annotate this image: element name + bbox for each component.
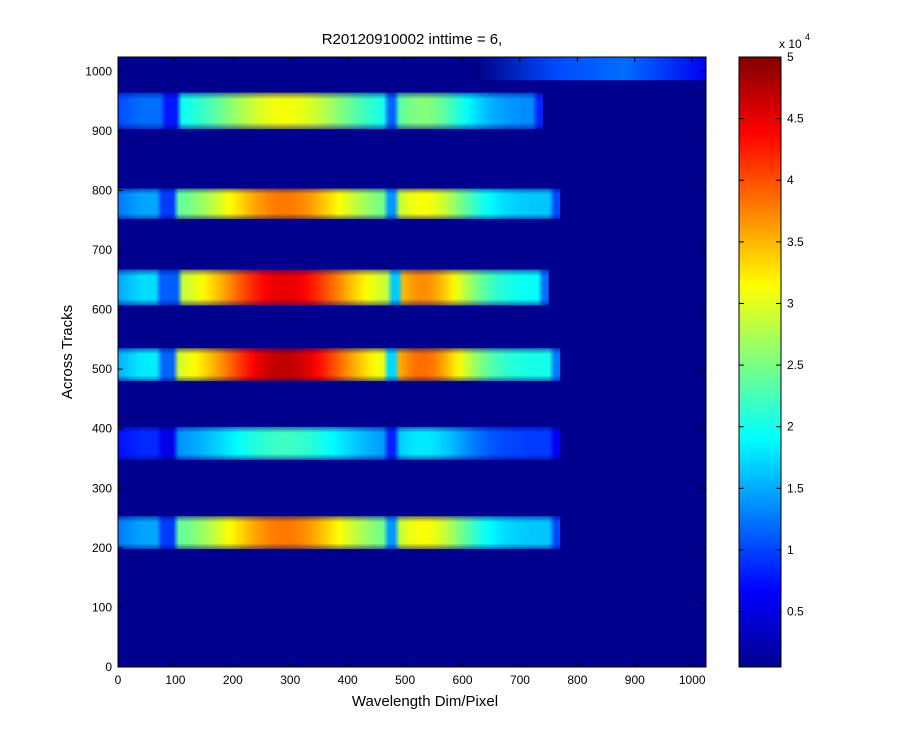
y-axis-ticks: 0 100 200 300 400 500 600 700 800 900 1000	[85, 64, 706, 674]
x-axis-ticks: 0 100 200 300 400 500 600 700 800 900 1000	[115, 57, 706, 687]
colorbar-ticks: 0.5 1 1.5 2 2.5 3 3.5 4 4.5 5	[739, 50, 804, 619]
colorbar-tick-label: 1	[787, 543, 794, 557]
colorbar-exponent-base: x 10	[779, 37, 802, 51]
colorbar-tick-label: 0.5	[787, 605, 804, 619]
x-tick-label: 400	[338, 673, 358, 687]
plot-frame	[117, 56, 707, 668]
y-tick-label: 900	[92, 124, 112, 138]
colorbar-gradient	[738, 56, 782, 668]
heatmap-band-edge	[118, 516, 561, 550]
colorbar-tick-label: 2.5	[787, 358, 804, 372]
heatmap-bands	[118, 57, 706, 550]
y-tick-label: 300	[92, 481, 112, 495]
y-tick-label: 700	[92, 243, 112, 257]
heatmap-band-edge	[118, 269, 549, 306]
x-tick-label: 300	[280, 673, 300, 687]
heatmap-band-edge	[118, 92, 543, 130]
chart-title: R20120910002 inttime = 6,	[322, 31, 503, 48]
y-tick-label: 100	[92, 600, 112, 614]
x-axis-label: Wavelength Dim/Pixel	[352, 693, 498, 710]
x-tick-label: 800	[567, 673, 587, 687]
x-tick-label: 200	[223, 673, 243, 687]
y-tick-label: 0	[105, 660, 112, 674]
colorbar-tick-label: 5	[787, 50, 794, 64]
y-tick-label: 500	[92, 362, 112, 376]
y-tick-label: 1000	[85, 64, 112, 78]
colorbar-tick-label: 3	[787, 296, 794, 310]
x-tick-label: 600	[453, 673, 473, 687]
x-tick-label: 1000	[679, 673, 706, 687]
y-tick-label: 400	[92, 422, 112, 436]
heatmap-band-edge	[118, 188, 561, 220]
x-tick-label: 700	[510, 673, 530, 687]
heatmap-plot: 0 100 200 300 400 500 600 700 800 900 1000 0 100 200…	[85, 56, 707, 687]
heatmap-top-strip	[474, 57, 706, 81]
colorbar: 0.5 1 1.5 2 2.5 3 3.5 4 4.5 5 x 10 4	[738, 32, 810, 668]
y-axis-label: Across Tracks	[59, 305, 76, 399]
colorbar-tick-label: 1.5	[787, 481, 804, 495]
colorbar-tick-label: 4	[787, 173, 794, 187]
colorbar-tick-label: 3.5	[787, 235, 804, 249]
heatmap-band-edge	[118, 426, 561, 460]
heatmap-band-edge	[118, 348, 561, 382]
y-tick-label: 800	[92, 183, 112, 197]
colorbar-tick-label: 2	[787, 420, 794, 434]
y-tick-label: 200	[92, 541, 112, 555]
x-tick-label: 100	[165, 673, 185, 687]
y-tick-label: 600	[92, 303, 112, 317]
x-tick-label: 900	[625, 673, 645, 687]
x-tick-label: 500	[395, 673, 415, 687]
x-tick-label: 0	[115, 673, 122, 687]
colorbar-exponent-power: 4	[805, 32, 810, 42]
colorbar-tick-label: 4.5	[787, 112, 804, 126]
colorbar-exponent-label: x 10 4	[779, 32, 810, 51]
